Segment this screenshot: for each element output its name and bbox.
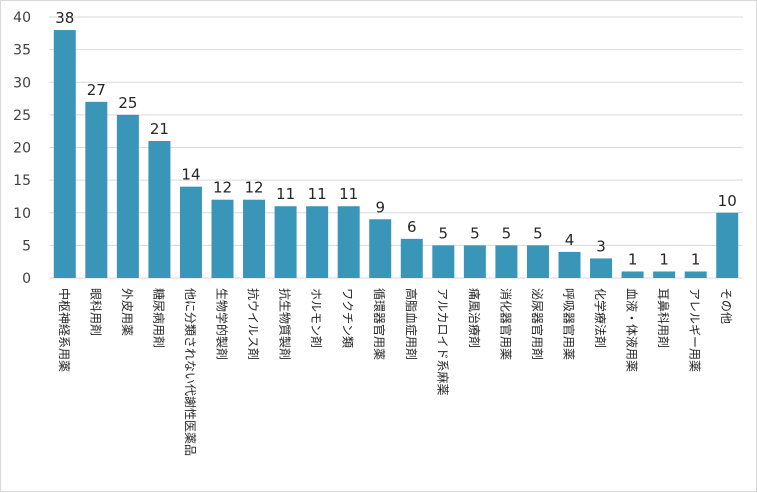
category-label: 高脂血症用剤	[404, 288, 419, 360]
data-label: 11	[308, 185, 327, 203]
bar	[621, 271, 644, 278]
data-label: 5	[439, 224, 449, 242]
category-label: 化学療法剤	[593, 288, 608, 348]
category-label: 抗ウイルス剤	[246, 288, 261, 360]
data-label: 3	[596, 237, 606, 255]
y-tick-label: 0	[22, 271, 31, 287]
data-label: 1	[691, 250, 701, 268]
category-label: 眼科用剤	[88, 288, 103, 336]
bars	[53, 30, 739, 278]
category-label: 糖尿病用剤	[151, 288, 166, 348]
y-tick-label: 40	[13, 10, 31, 26]
category-label: 循環器官用薬	[372, 288, 387, 360]
data-label: 1	[628, 250, 638, 268]
bar	[243, 199, 266, 278]
bar	[306, 206, 329, 278]
bar	[211, 199, 234, 278]
bar	[369, 219, 392, 278]
y-tick-label: 30	[13, 75, 31, 91]
data-label: 5	[502, 224, 512, 242]
category-label: ワクチン類	[341, 288, 355, 348]
y-tick-label: 10	[13, 206, 31, 222]
data-label: 27	[87, 81, 106, 99]
data-label: 6	[407, 218, 417, 236]
y-axis-tick-labels: 0 5 10 15 20 25 30 35 40	[13, 10, 31, 287]
data-label: 10	[718, 192, 737, 210]
category-label: ホルモン剤	[309, 288, 324, 348]
bar	[53, 30, 76, 278]
bar	[463, 245, 486, 278]
data-label: 1	[659, 250, 669, 268]
bar	[653, 271, 676, 278]
bar	[116, 114, 139, 278]
category-labels: 中枢神経系用薬 眼科用剤 外皮用薬 糖尿病用剤 他に分類されない代謝性医薬品 生物学的製剤…	[57, 288, 733, 456]
category-label: 抗生物質製剤	[278, 288, 293, 360]
data-label: 12	[244, 179, 263, 197]
category-label: 耳鼻科用剤	[656, 288, 671, 348]
data-label: 25	[118, 94, 137, 112]
category-label: 中枢神経系用薬	[57, 288, 72, 372]
category-label: 消化器官用薬	[498, 288, 513, 360]
data-label: 9	[375, 198, 385, 216]
category-label: 呼吸器官用薬	[562, 288, 577, 360]
category-label: 他に分類されない代謝性医薬品	[183, 288, 198, 456]
bar	[148, 140, 171, 278]
bar	[558, 251, 581, 278]
category-label: 外皮用薬	[120, 288, 134, 336]
data-label: 5	[533, 224, 543, 242]
category-label: 泌尿器官用剤	[530, 288, 545, 360]
bar	[716, 212, 739, 278]
data-label: 21	[150, 120, 169, 138]
y-tick-label: 15	[13, 173, 31, 189]
category-label: アレルギー用薬	[688, 288, 702, 372]
category-label: 生物学的製剤	[215, 288, 230, 360]
bar	[684, 271, 707, 278]
y-tick-label: 25	[13, 108, 31, 124]
bar	[179, 186, 202, 278]
y-tick-label: 20	[13, 141, 31, 157]
data-label: 5	[470, 224, 480, 242]
category-label: 痛風治療剤	[467, 288, 482, 348]
category-label: アルカロイド系麻薬	[435, 288, 450, 396]
bar	[495, 245, 518, 278]
y-tick-label: 35	[13, 43, 31, 59]
data-label: 4	[565, 231, 575, 249]
bar	[526, 245, 549, 278]
category-label: その他	[719, 288, 733, 324]
y-tick-label: 5	[22, 238, 31, 254]
category-label: 血液・体液用薬	[625, 288, 640, 372]
data-label: 14	[181, 166, 200, 184]
data-label: 38	[55, 9, 74, 27]
bar	[590, 258, 613, 278]
bar	[85, 101, 108, 278]
data-label: 11	[276, 185, 295, 203]
bar	[400, 238, 423, 278]
data-label: 12	[213, 179, 232, 197]
bar	[432, 245, 455, 278]
bar	[274, 206, 297, 278]
data-label: 11	[339, 185, 358, 203]
bar	[337, 206, 360, 278]
